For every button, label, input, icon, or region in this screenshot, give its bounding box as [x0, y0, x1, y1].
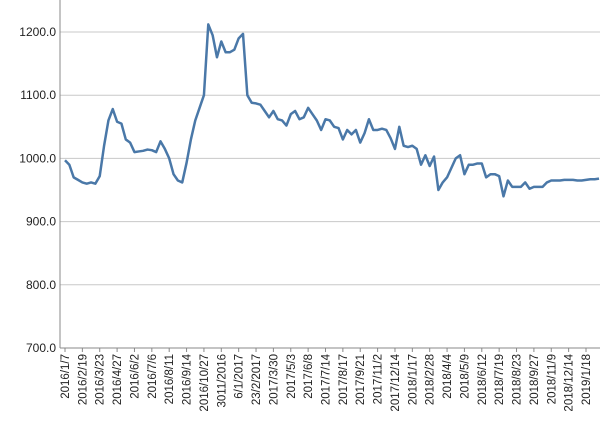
x-tick-label: 2016/2/19 [77, 354, 89, 405]
line-series [64, 23, 600, 198]
x-tick-label: 2017/12/14 [390, 353, 402, 411]
x-tick-label: 2018/9/27 [529, 354, 541, 405]
x-tick-label: 2016/7/6 [147, 354, 159, 399]
x-tick-label: 3011/2016 [216, 354, 228, 408]
x-tick-label: 2018/11/9 [546, 354, 558, 404]
x-tick-label: 2019/1/18 [581, 354, 593, 405]
x-tick-label: 2017/6/8 [303, 354, 315, 399]
y-tick-label: 1100.0 [20, 88, 56, 102]
x-tick-label: 2016/1/7 [60, 354, 72, 399]
x-tick-label: 2016/6/2 [129, 354, 141, 399]
x-tick-label: 2018/12/14 [564, 353, 576, 411]
x-tick-label: 2018/2/28 [425, 354, 437, 405]
x-tick-label: 2018/6/12 [477, 354, 489, 405]
x-tick-label: 2016/4/27 [112, 354, 124, 405]
x-tick-label: 2016/10/27 [199, 354, 211, 412]
x-tick-label: 2018/7/19 [494, 354, 506, 405]
x-tick-label: 2017/8/17 [338, 354, 350, 405]
x-tick-label: 2017/3/30 [268, 354, 280, 405]
x-tick-label: 2017/5/3 [286, 354, 298, 399]
y-tick-label: 900.0 [26, 215, 56, 229]
x-tick-label: 2017/7/14 [321, 353, 333, 405]
x-tick-label: 2018/5/9 [459, 354, 471, 399]
x-tick-label: 2017/9/21 [355, 354, 367, 405]
x-tick-label: 6/1/2017 [234, 354, 246, 399]
x-tick-label: 23/2/2017 [251, 354, 263, 405]
x-tick-label: 2018/8/23 [512, 354, 524, 405]
x-tick-label: 2016/8/11 [164, 354, 176, 404]
y-tick-label: 1200.0 [19, 25, 56, 39]
x-tick-label: 2016/3/23 [95, 354, 107, 405]
y-tick-label: 800.0 [26, 278, 56, 292]
x-tick-label: 2016/9/14 [182, 353, 194, 405]
y-tick-label: 700.0 [26, 341, 56, 355]
x-tick-label: 2017/11/2 [373, 354, 385, 404]
x-tick-label: 2018/4/4 [442, 353, 454, 398]
x-tick-label: 2018/1/17 [407, 354, 419, 405]
y-tick-label: 1000.0 [19, 151, 56, 165]
